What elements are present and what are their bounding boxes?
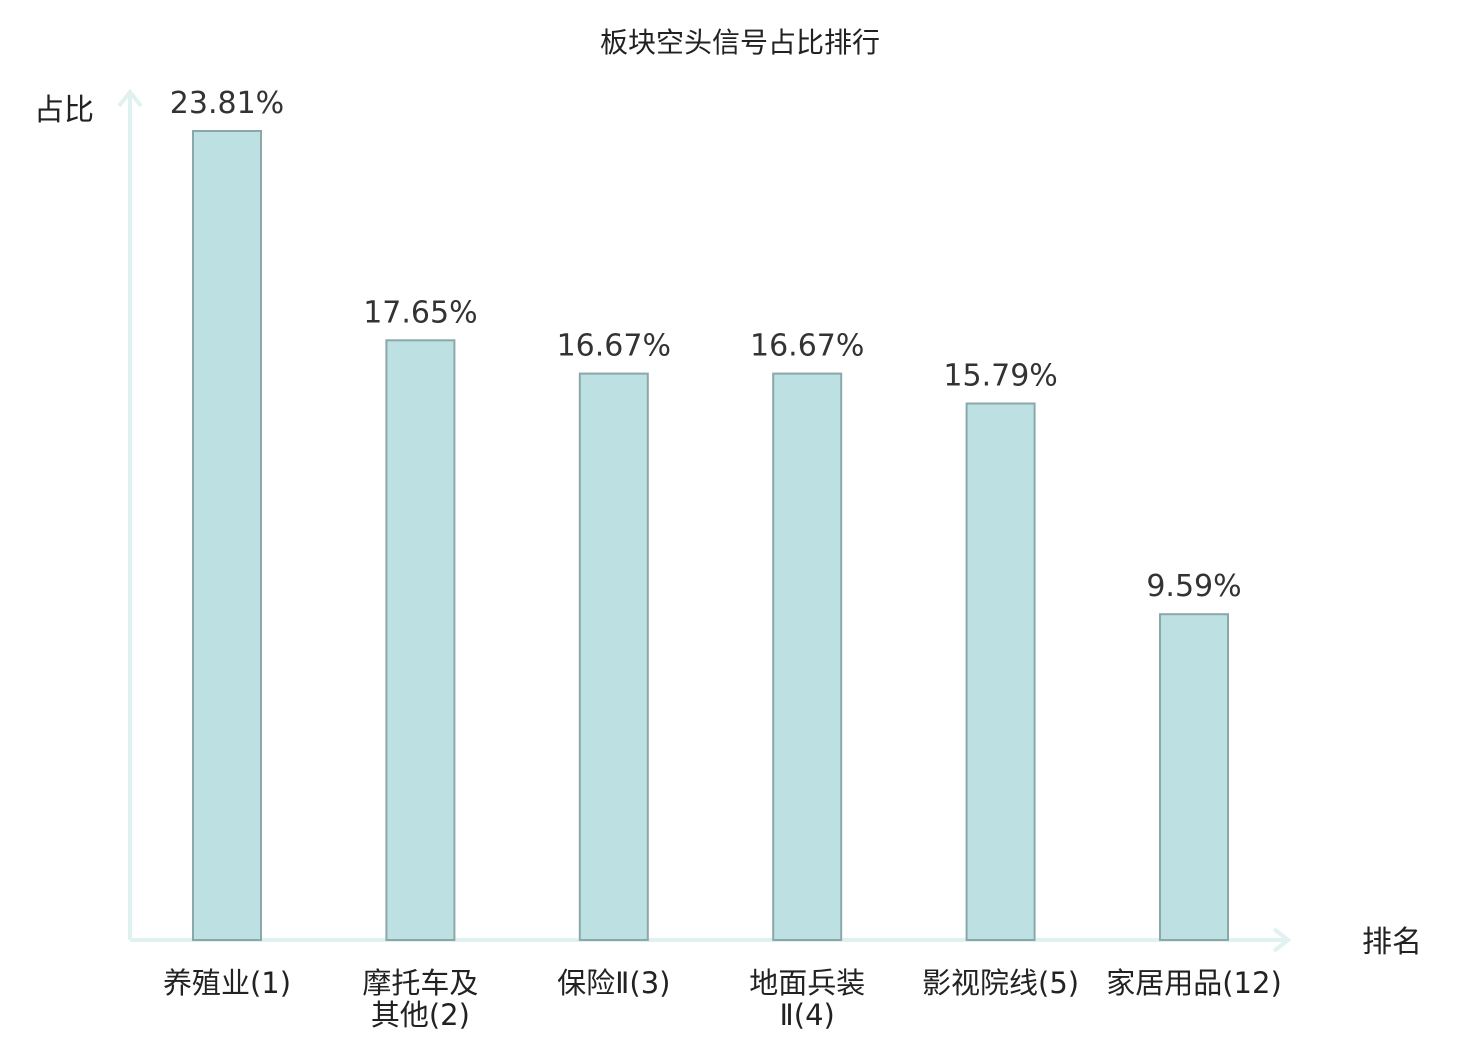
x-axis-label: 排名 (1362, 925, 1422, 960)
y-axis-label: 占比 (34, 93, 94, 128)
bar-2 (385, 339, 456, 941)
value-label-5: 15.79% (943, 359, 1057, 394)
value-label-6: 9.59% (1146, 569, 1241, 604)
category-label-2-line-1: 摩托车及 (362, 966, 478, 1000)
value-labels: 23.81% 17.65% 16.67% 16.67% 15.79% 9.59% (170, 86, 1242, 604)
category-label-1: 养殖业(1) (163, 966, 291, 1000)
category-label-4-line-1: 地面兵装 (749, 966, 865, 1000)
x-axis-arrow (1272, 927, 1292, 953)
value-label-4: 16.67% (750, 329, 864, 364)
value-label-3: 16.67% (557, 329, 671, 364)
bar-5 (965, 402, 1036, 941)
category-label-3: 保险Ⅱ(3) (557, 966, 670, 1000)
value-label-2: 17.65% (363, 295, 477, 330)
y-axis-arrow (117, 88, 143, 108)
bar-1 (192, 130, 262, 941)
chart-title: 板块空头信号占比排行 (600, 26, 880, 59)
category-label-2-line-2: 其他(2) (371, 998, 470, 1032)
bar-6 (1159, 613, 1229, 941)
bar-4 (772, 372, 843, 942)
bar-3 (578, 372, 649, 942)
category-label-5: 影视院线(5) (922, 966, 1079, 1000)
bar-series (192, 130, 1229, 942)
value-label-1: 23.81% (170, 86, 284, 121)
category-label-4-line-2: Ⅱ(4) (780, 998, 835, 1032)
category-label-6: 家居用品(12) (1106, 966, 1282, 1000)
